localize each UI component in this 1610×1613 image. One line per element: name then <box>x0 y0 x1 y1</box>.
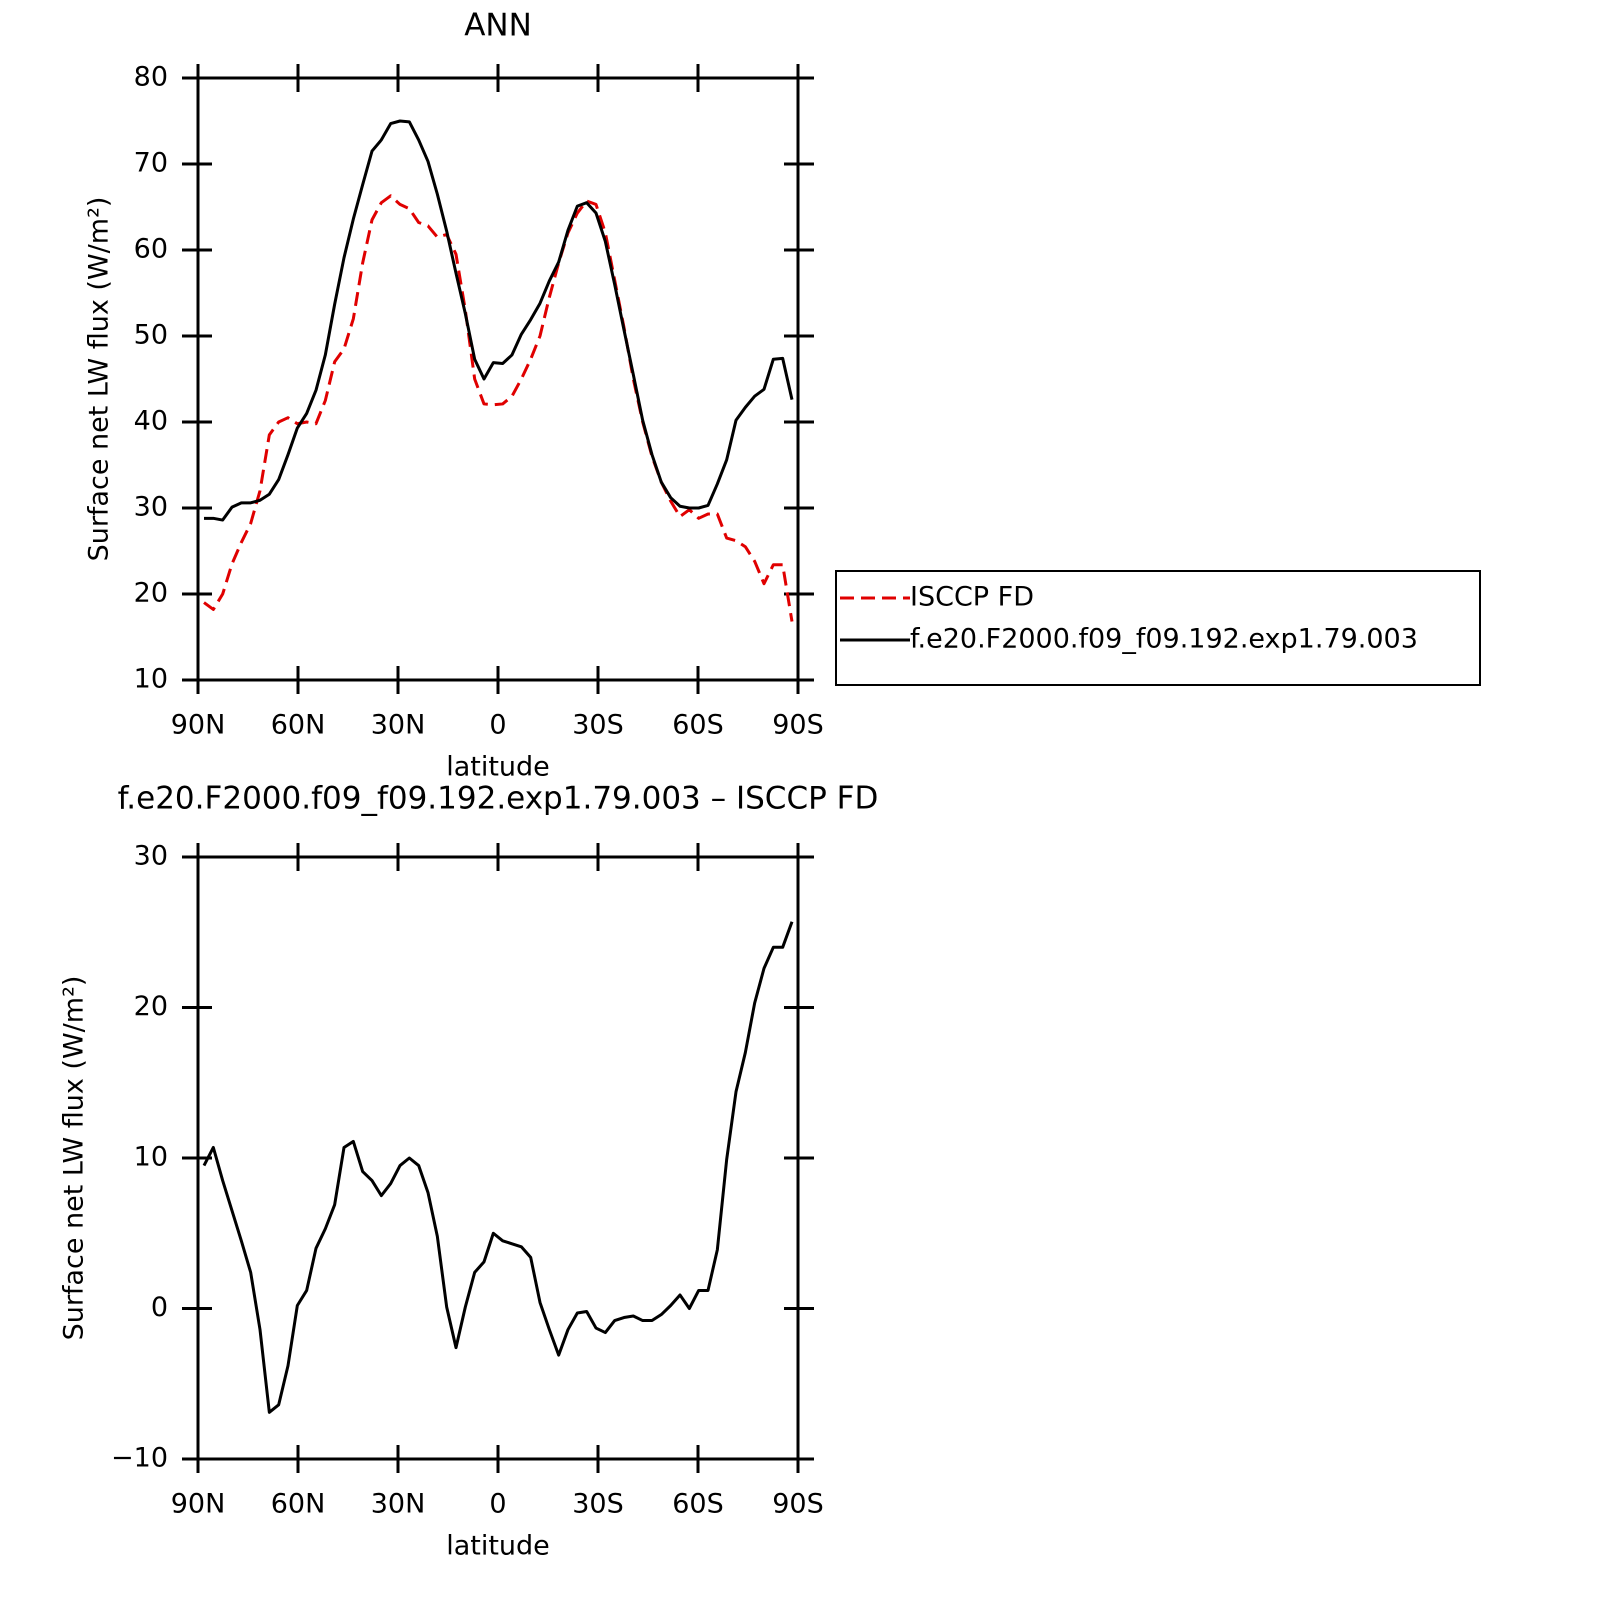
y-tick-label: 70 <box>134 148 168 179</box>
x-tick-label: 90N <box>171 710 226 741</box>
x-tick-label: 60N <box>271 1489 326 1520</box>
y-tick-label: 20 <box>134 578 168 609</box>
x-tick-label: 90N <box>171 1489 226 1520</box>
x-axis-label: latitude <box>446 752 550 783</box>
y-tick-label: 40 <box>134 406 168 437</box>
data-line <box>204 119 794 522</box>
x-tick-label: 90S <box>772 710 824 741</box>
y-tick-label: 20 <box>134 991 168 1022</box>
x-tick-label: 60N <box>271 710 326 741</box>
x-tick-label: 0 <box>489 1489 506 1520</box>
chart-title: f.e20.F2000.f09_f09.192.exp1.79.003 – IS… <box>118 781 879 817</box>
y-tick-label: 30 <box>134 841 168 872</box>
x-axis-label: latitude <box>446 1531 550 1562</box>
legend-label: ISCCP FD <box>910 582 1034 613</box>
y-tick-label: 60 <box>134 234 168 265</box>
x-tick-label: 30N <box>371 1489 426 1520</box>
x-tick-label: 0 <box>489 710 506 741</box>
y-axis-label: Surface net LW flux (W/m²) <box>84 197 115 562</box>
x-tick-label: 30S <box>572 710 624 741</box>
x-tick-label: 60S <box>672 1489 724 1520</box>
x-tick-label: 30N <box>371 710 426 741</box>
x-tick-label: 60S <box>672 710 724 741</box>
y-tick-label: 50 <box>134 320 168 351</box>
chart-title: ANN <box>464 8 532 44</box>
y-tick-label: 80 <box>134 62 168 93</box>
data-line <box>202 921 794 1414</box>
legend-label: f.e20.F2000.f09_f09.192.exp1.79.003 <box>910 624 1418 655</box>
y-tick-label: −10 <box>111 1443 168 1474</box>
y-tick-label: 30 <box>134 492 168 523</box>
y-tick-label: 10 <box>134 1142 168 1173</box>
legend-box <box>835 570 1481 686</box>
y-tick-label: 0 <box>151 1292 168 1323</box>
y-axis-label: Surface net LW flux (W/m²) <box>59 976 90 1341</box>
y-tick-label: 10 <box>134 664 168 695</box>
x-tick-label: 30S <box>572 1489 624 1520</box>
x-tick-label: 90S <box>772 1489 824 1520</box>
